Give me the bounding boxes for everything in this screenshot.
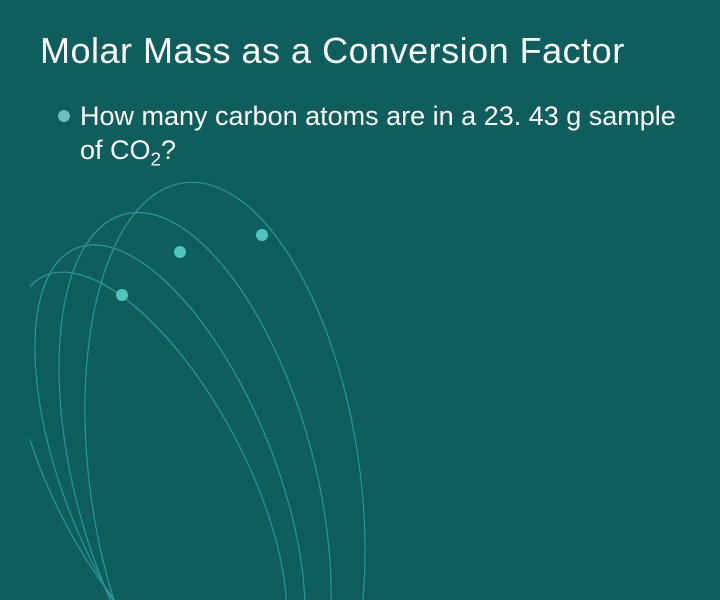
bullet-item: How many carbon atoms are in a 23. 43 g … [40,100,680,168]
slide-title: Molar Mass as a Conversion Factor [40,30,680,72]
bullet-icon [58,110,70,122]
bullet-text-post: ? [161,135,176,165]
orbit-decor-icon [30,180,450,600]
bullet-text-sub: 2 [151,149,162,170]
slide: Molar Mass as a Conversion Factor How ma… [0,0,720,540]
bullet-text: How many carbon atoms are in a 23. 43 g … [80,100,680,168]
